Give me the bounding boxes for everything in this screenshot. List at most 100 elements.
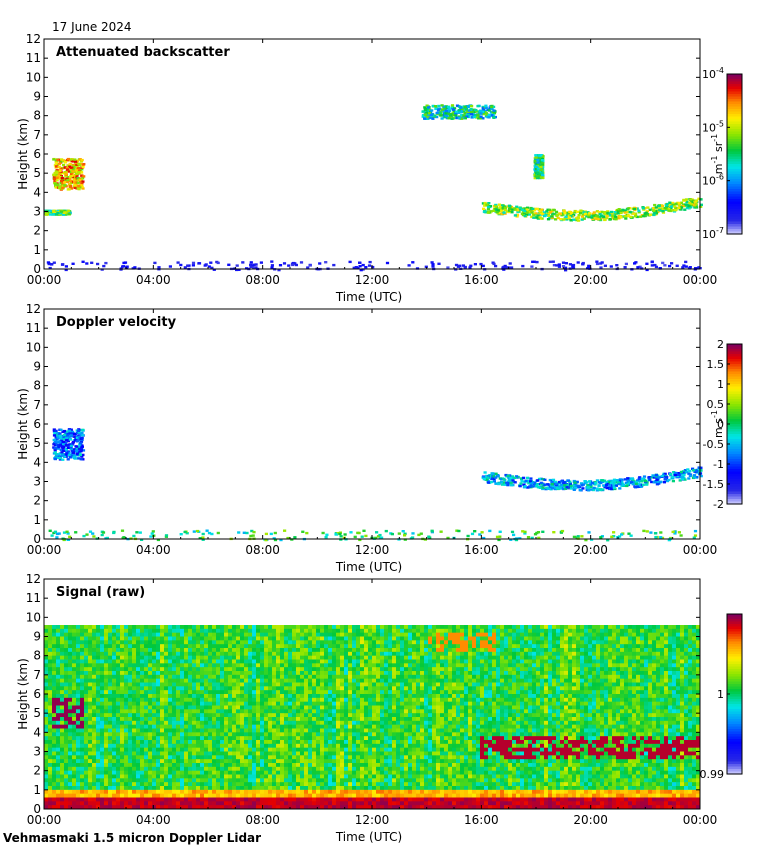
colorbar-swatch: [727, 734, 742, 738]
colorbar-unit: m-1 sr-1: [710, 134, 725, 174]
colorbar-swatch: [727, 724, 742, 728]
y-tick-label: 7: [33, 398, 41, 412]
y-tick-label: 11: [26, 51, 41, 65]
colorbar-swatch: [727, 626, 742, 630]
colorbar-swatch: [727, 346, 742, 350]
colorbar: 2 1.5 1 0.5 0 -0.5 -1 -1.5 -2 m s-1: [703, 338, 743, 511]
colorbar-swatch: [727, 364, 742, 368]
colorbar-swatch: [727, 656, 742, 660]
colorbar-swatch: [727, 201, 742, 205]
colorbar-swatch: [727, 621, 742, 625]
colorbar-swatch: [727, 164, 742, 168]
colorbar-swatch: [727, 614, 742, 618]
colorbar-swatch: [727, 486, 742, 490]
colorbar-swatch: [727, 444, 742, 448]
y-tick-label: 12: [26, 302, 41, 316]
colorbar-swatch: [727, 91, 742, 95]
colorbar-swatch: [727, 696, 742, 700]
x-tick-label: 00:00: [683, 813, 718, 827]
colorbar-swatch: [727, 124, 742, 128]
colorbar-swatch: [727, 344, 742, 348]
x-tick-label: 16:00: [464, 543, 499, 557]
colorbar-tick-label: 10-4: [702, 66, 724, 81]
colorbar-swatch: [727, 199, 742, 203]
colorbar-swatch: [727, 729, 742, 733]
colorbar-swatch: [727, 664, 742, 668]
x-tick-label: 00:00: [27, 273, 62, 287]
colorbar-swatch: [727, 159, 742, 163]
colorbar-swatch: [727, 679, 742, 683]
colorbar-swatch: [727, 166, 742, 170]
colorbar-swatch: [727, 149, 742, 153]
colorbar-swatch: [727, 431, 742, 435]
colorbar-swatch: [727, 476, 742, 480]
colorbar-swatch: [727, 636, 742, 640]
x-tick-label: 12:00: [355, 273, 390, 287]
colorbar-swatch: [727, 436, 742, 440]
colorbar-swatch: [727, 411, 742, 415]
x-tick-label: 04:00: [136, 543, 171, 557]
colorbar-swatch: [727, 369, 742, 373]
y-tick-label: 9: [33, 360, 41, 374]
colorbar-swatch: [727, 489, 742, 493]
y-tick-label: 8: [33, 649, 41, 663]
x-tick-label: 00:00: [683, 543, 718, 557]
x-axis-label: Time (UTC): [335, 560, 402, 574]
colorbar-swatch: [727, 86, 742, 90]
colorbar-swatch: [727, 144, 742, 148]
colorbar-swatch: [727, 491, 742, 495]
colorbar-swatch: [727, 139, 742, 143]
y-tick-label: 1: [33, 243, 41, 257]
colorbar-swatch: [727, 731, 742, 735]
colorbar-tick-label: 10-5: [702, 119, 724, 134]
colorbar-swatch: [727, 661, 742, 665]
colorbar-swatch: [727, 176, 742, 180]
colorbar-tick-label: 2: [717, 338, 724, 351]
colorbar-swatch: [727, 764, 742, 768]
colorbar-swatch: [727, 214, 742, 218]
colorbar-swatch: [727, 736, 742, 740]
heatmap-cells: [44, 625, 701, 810]
date-label: 17 June 2024: [52, 20, 132, 34]
colorbar-swatch: [727, 386, 742, 390]
heatmap-cells: [48, 428, 703, 542]
colorbar-swatch: [727, 646, 742, 650]
panel-title: Doppler velocity: [56, 315, 177, 330]
colorbar-swatch: [727, 174, 742, 178]
colorbar-swatch: [727, 376, 742, 380]
x-tick-label: 16:00: [464, 813, 499, 827]
colorbar-swatch: [727, 169, 742, 173]
colorbar-swatch: [727, 406, 742, 410]
colorbar-tick-label: -2: [713, 498, 724, 511]
colorbar-swatch: [727, 496, 742, 500]
colorbar-swatch: [727, 226, 742, 230]
colorbar-swatch: [727, 146, 742, 150]
colorbar-swatch: [727, 421, 742, 425]
colorbar-swatch: [727, 349, 742, 353]
colorbar-swatch: [727, 111, 742, 115]
y-axis-label: Height (km): [16, 658, 30, 729]
x-axis-label: Time (UTC): [335, 830, 402, 844]
colorbar-swatch: [727, 81, 742, 85]
colorbar-swatch: [727, 424, 742, 428]
y-tick-label: 8: [33, 109, 41, 123]
y-tick-label: 11: [26, 591, 41, 605]
colorbar-swatch: [727, 686, 742, 690]
colorbar-swatch: [727, 484, 742, 488]
colorbar-swatch: [727, 189, 742, 193]
colorbar-swatch: [727, 711, 742, 715]
colorbar-swatch: [727, 494, 742, 498]
x-tick-label: 16:00: [464, 273, 499, 287]
colorbar-swatch: [727, 701, 742, 705]
colorbar-swatch: [727, 426, 742, 430]
colorbar-swatch: [727, 449, 742, 453]
colorbar-swatch: [727, 399, 742, 403]
y-tick-label: 12: [26, 572, 41, 586]
colorbar-swatch: [727, 121, 742, 125]
colorbar-swatch: [727, 474, 742, 478]
y-tick-label: 5: [33, 166, 41, 180]
colorbar-swatch: [727, 649, 742, 653]
x-tick-label: 08:00: [245, 543, 280, 557]
